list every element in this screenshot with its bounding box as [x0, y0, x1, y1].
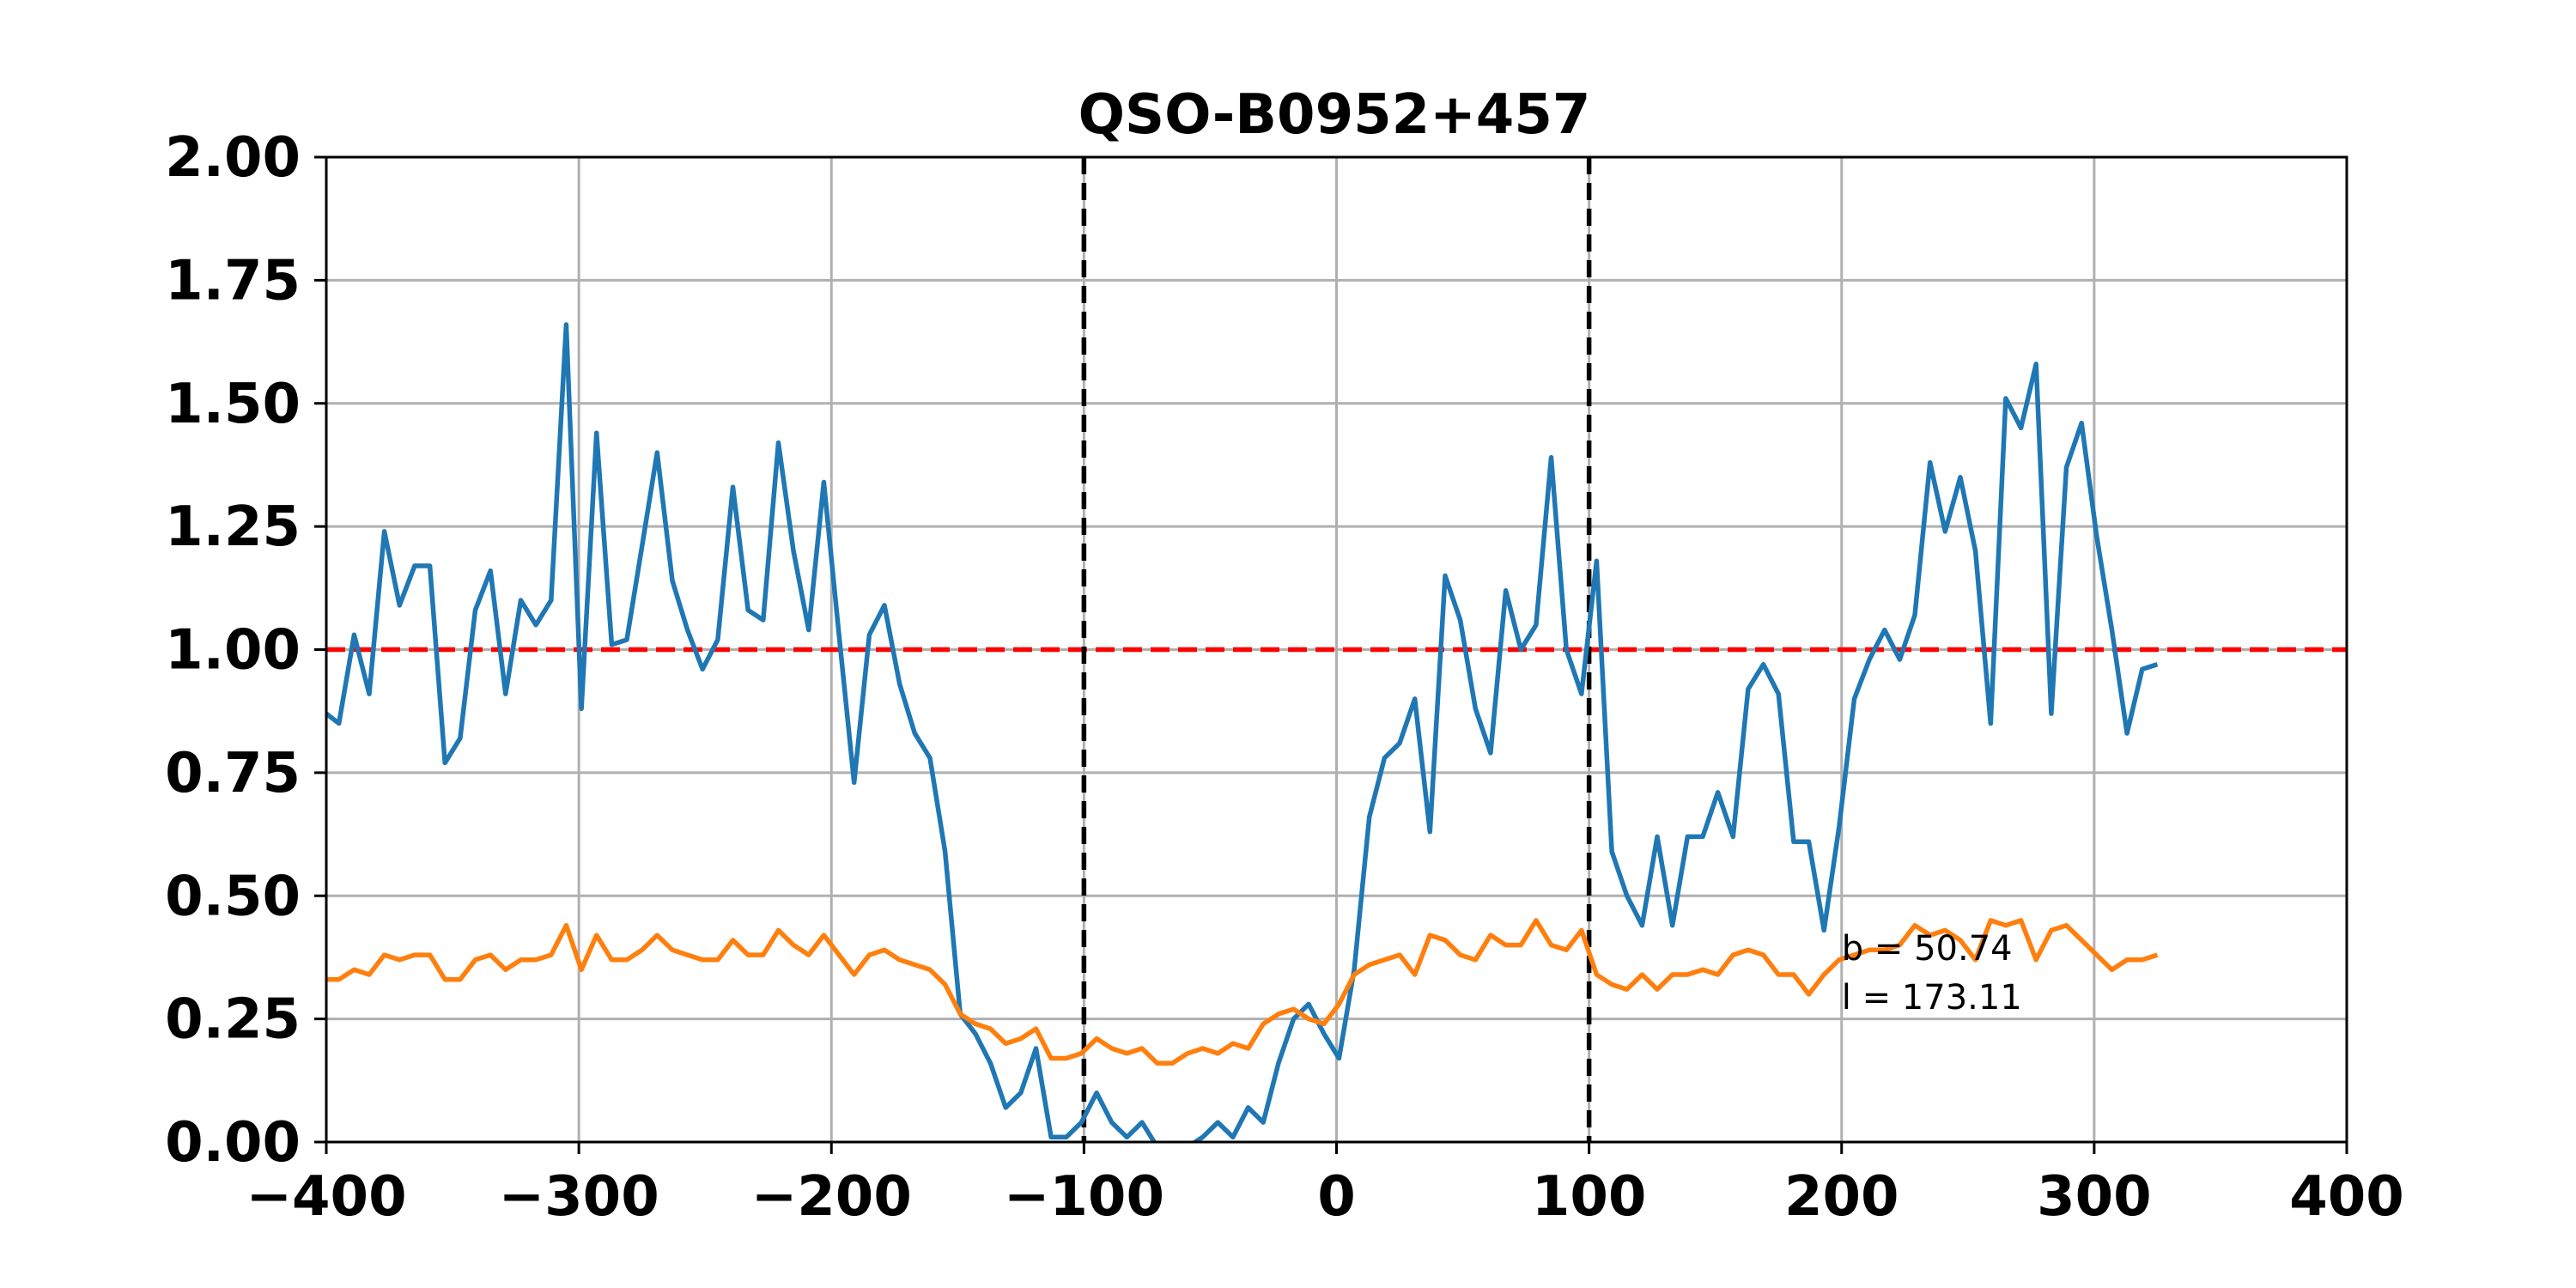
x-tick-label-1: −300 [499, 1165, 659, 1229]
annotation-text-0: b = 50.74 [1842, 929, 2013, 969]
annotations: b = 50.74 l = 173.11 [1842, 929, 2022, 1018]
x-tick-label-0: −400 [246, 1165, 406, 1229]
chart-title: QSO-B0952+457 [1078, 83, 1591, 147]
series-line-0 [326, 322, 2159, 1142]
plot-area [326, 322, 2159, 1142]
tick-labels: −400 −300 −200 −100 0 100 200 300 400 0.00 0.25 0.5… [165, 126, 2404, 1229]
x-tick-label-5: 100 [1532, 1165, 1647, 1229]
annotation-text-1: l = 173.11 [1842, 978, 2022, 1018]
y-tick-label-0: 0.00 [165, 1111, 301, 1175]
x-tick-label-8: 400 [2289, 1165, 2404, 1229]
series-line-1 [326, 918, 2159, 1066]
x-tick-label-4: 0 [1317, 1165, 1356, 1229]
axes [314, 155, 2348, 1154]
y-tick-label-8: 2.00 [165, 126, 301, 190]
x-tick-label-6: 200 [1784, 1165, 1899, 1229]
y-tick-label-7: 1.75 [165, 249, 301, 313]
y-tick-label-5: 1.25 [165, 495, 301, 559]
reference-lines [326, 157, 2347, 1142]
y-tick-label-1: 0.25 [165, 988, 301, 1052]
y-tick-label-3: 0.75 [165, 742, 301, 805]
x-tick-label-3: −100 [1004, 1165, 1164, 1229]
x-tick-label-2: −200 [751, 1165, 912, 1229]
x-tick-label-7: 300 [2037, 1165, 2152, 1229]
y-tick-label-2: 0.50 [165, 865, 301, 928]
y-tick-label-6: 1.50 [165, 373, 301, 436]
y-tick-label-4: 1.00 [165, 619, 301, 683]
